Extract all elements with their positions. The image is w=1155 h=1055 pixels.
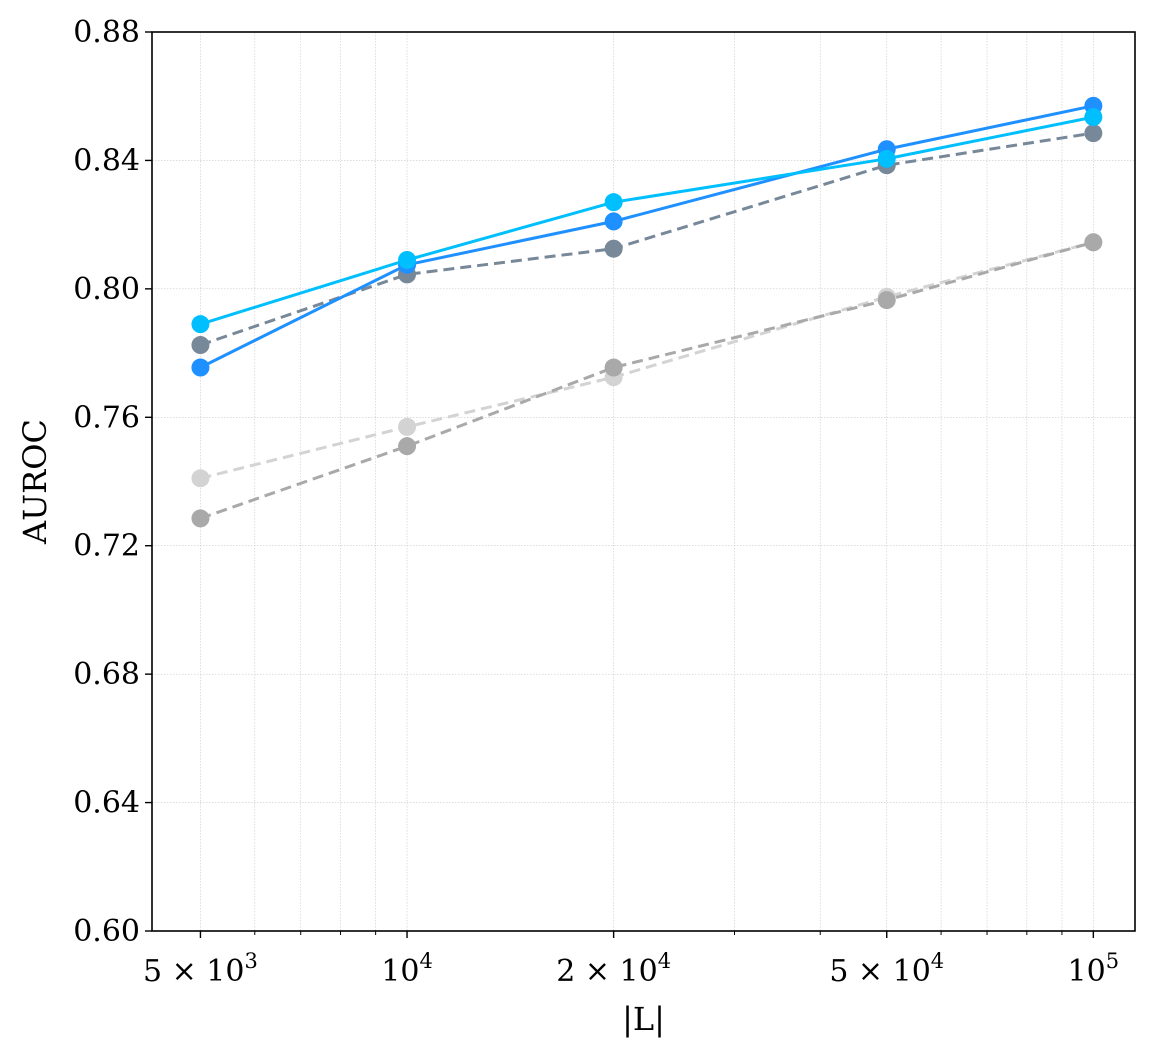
series-slategray-dashed-point [191,336,210,355]
series-lightgray-dashed-point [191,469,210,488]
y-tick-label: 0.80 [73,272,140,307]
y-tick-label: 0.60 [73,914,140,949]
x-tick-label: 104 [381,949,433,989]
series-lightgray-dashed-point [398,417,417,436]
series-gray-dashed-point [398,437,417,456]
plot-frame [151,31,1136,932]
series-gray-dashed-line [199,240,1094,520]
y-tick-label: 0.68 [73,657,140,692]
series-gray-dashed-point [877,291,896,310]
x-tick-label: 2 × 104 [556,949,671,989]
x-tick-label: 5 × 104 [829,949,944,989]
series-gray-dashed-point [604,358,623,377]
series-dodgerblue-solid-point [604,212,623,231]
series-slategray-dashed-point [604,239,623,258]
series-deepskyblue-solid-point [398,250,417,269]
y-tick-label: 0.64 [73,786,140,821]
y-tick-label: 0.76 [73,400,140,435]
series-dodgerblue-solid-point [191,358,210,377]
y-tick-label: 0.88 [73,15,140,50]
x-tick-label: 5 × 103 [143,949,258,989]
axis-ticks: 5 × 103 104 2 × 104 5 × 104 105 0.60 0.64 0.68 0… [73,15,1119,989]
plot-series [191,96,1103,528]
series-gray-dashed-point [1084,233,1103,252]
series-gray-dashed-point [191,509,210,528]
x-tick-label: 105 [1068,949,1120,989]
series-deepskyblue-solid-point [1084,108,1103,127]
y-tick-label: 0.72 [73,529,140,564]
y-tick-label: 0.84 [73,143,140,178]
series-deepskyblue-solid-point [604,193,623,212]
y-axis-label: AUROC [16,419,54,545]
series-deepskyblue-solid [191,108,1103,334]
series-slategray-dashed-point [1084,124,1103,143]
x-axis-label: |L| [622,1000,665,1038]
series-gray-dashed [191,233,1103,528]
series-deepskyblue-solid-point [877,149,896,168]
series-deepskyblue-solid-point [191,315,210,334]
